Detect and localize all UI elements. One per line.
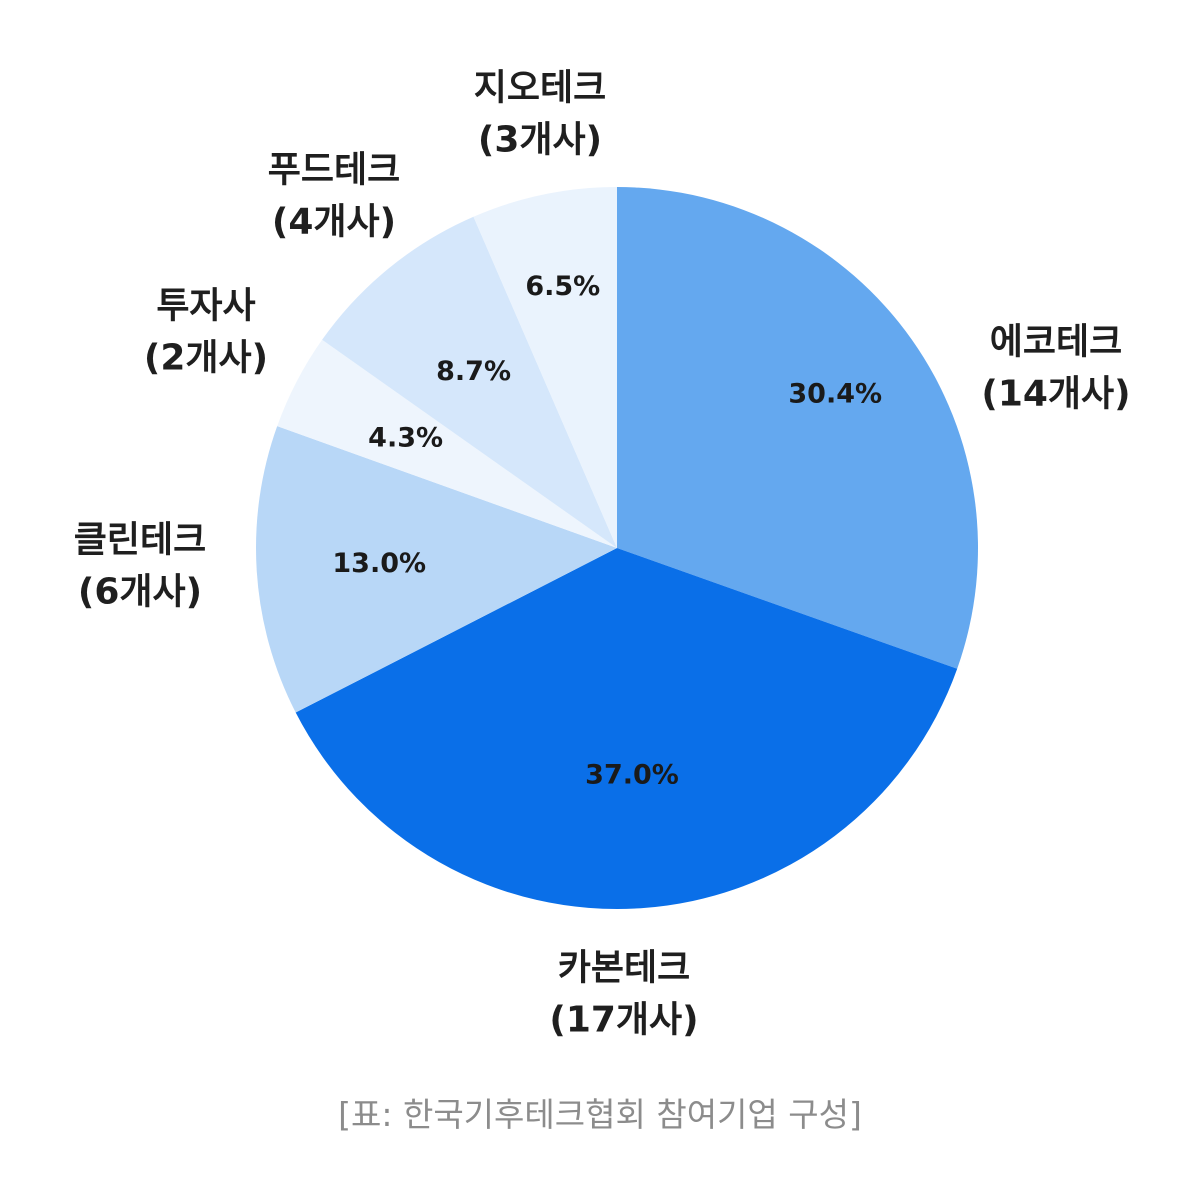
slice-percent-label: 6.5% [525,271,600,302]
slice-percent-label: 8.7% [436,356,511,387]
slice-category-name: 지오테크 [474,68,606,109]
slice-category-name: 투자사 [156,286,255,327]
slice-count-label: (4개사) [272,202,396,243]
pie-slice [277,339,617,548]
slice-count-label: (17개사) [549,1000,698,1041]
slice-percent-label: 30.4% [788,378,882,409]
slice-category-name: 카본테크 [558,948,690,989]
pie-slice [617,187,978,669]
pie-slice [322,216,617,549]
slice-count-label: (14개사) [981,374,1130,415]
slice-count-label: (3개사) [478,120,602,161]
slice-category-name: 푸드테크 [268,150,400,191]
slice-percent-label: 4.3% [368,423,443,454]
slice-count-label: (2개사) [144,338,268,379]
percent-labels: 30.4% 37.0% 13.0% 4.3% 8.7% 6.5% [332,271,882,791]
pie-slices [255,187,978,909]
pie-slice [295,548,958,909]
slice-percent-label: 13.0% [332,548,426,579]
chart-caption: [표: 한국기후테크협회 참여기업 구성] [338,1095,862,1134]
slice-category-name: 에코테크 [990,322,1122,363]
pie-slice [473,187,617,548]
pie-slice [255,426,617,713]
slice-count-label: (6개사) [78,572,202,613]
slice-category-name: 클린테크 [74,520,206,561]
category-labels: 에코테크 (14개사) 카본테크 (17개사) 클린테크 (6개사) 투자사 (2개사) 푸드테… [74,68,1131,1041]
slice-percent-label: 37.0% [585,759,679,790]
